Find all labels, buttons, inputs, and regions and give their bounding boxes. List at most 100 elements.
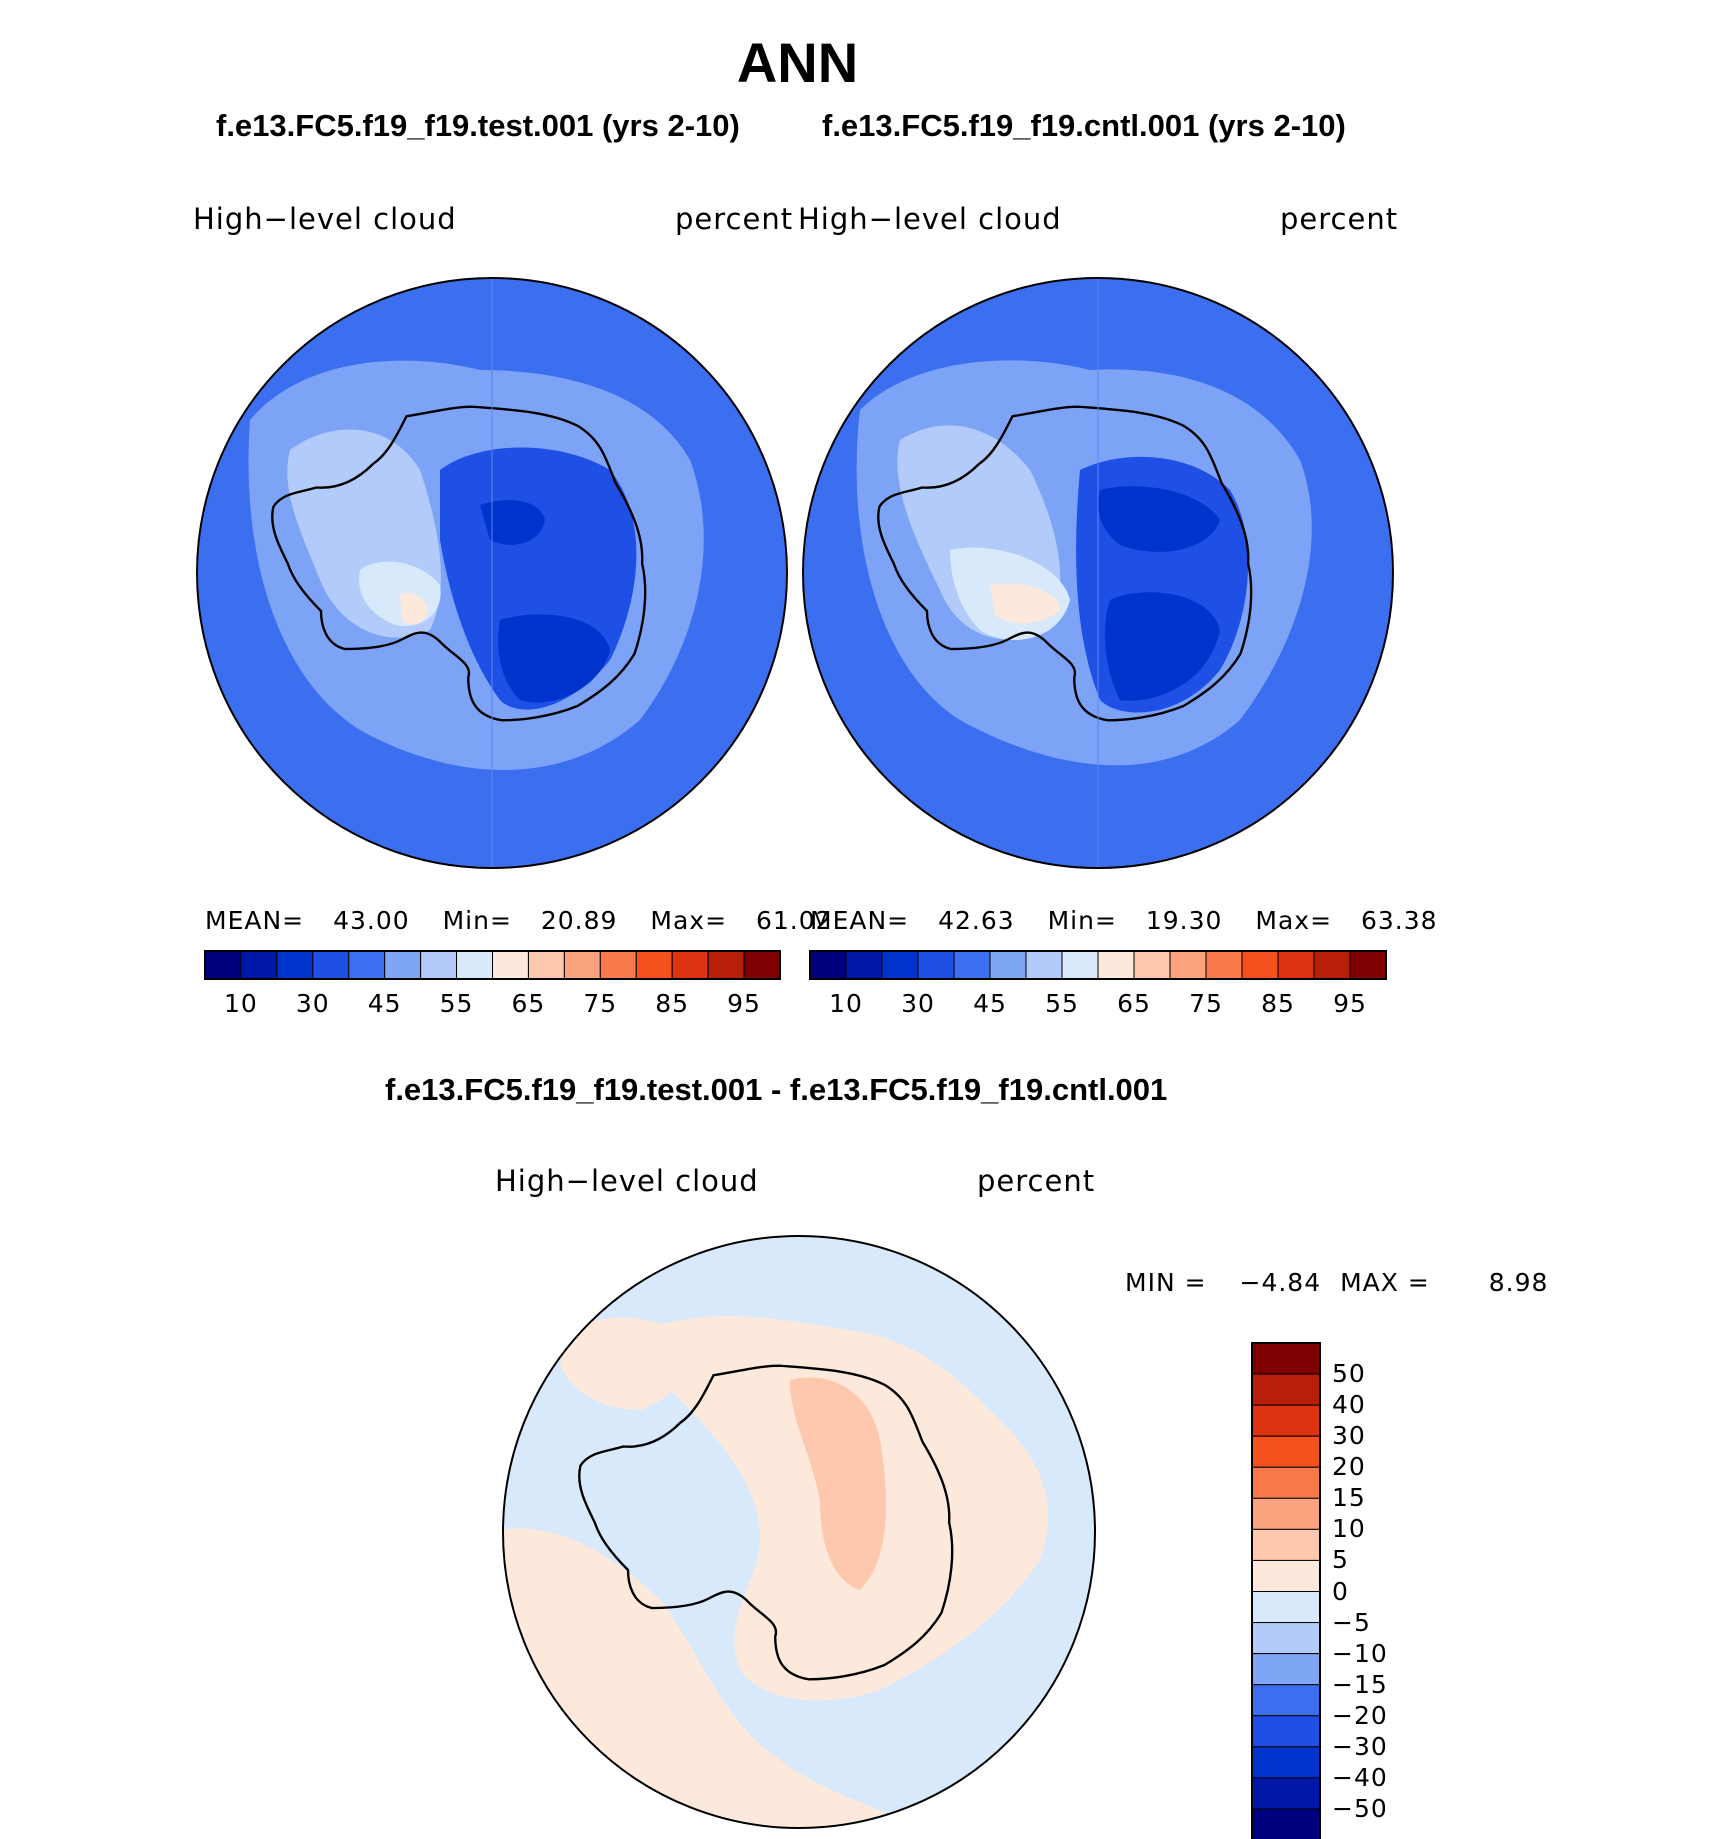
min-value: 20.89 (540, 906, 618, 935)
min-label: Min= (1047, 906, 1117, 935)
mean-label: MEAN= (205, 906, 305, 935)
max-label: Max= (650, 906, 728, 935)
colorbar-swatch (1251, 1777, 1321, 1810)
diff-region-positive-3 (560, 1317, 692, 1410)
colorbar-swatch (563, 950, 601, 980)
colorbar-swatch (707, 950, 745, 980)
colorbar-swatch (1251, 1373, 1321, 1406)
colorbar-swatch (1251, 1684, 1321, 1717)
colorbar-tick-label: 40 (1332, 1390, 1366, 1420)
colorbar-swatch (1251, 1435, 1321, 1468)
cntl-stats: MEAN= 42.63 Min= 19.30 Max= 63.38 (810, 906, 1438, 935)
colorbar-tick-label: −50 (1332, 1793, 1388, 1823)
diff-units-label: percent (977, 1164, 1096, 1198)
diff-variable-label: High−level cloud (495, 1164, 759, 1198)
colorbar-swatch (276, 950, 314, 980)
colorbar-swatch (348, 950, 386, 980)
colorbar-tick-label: 15 (1332, 1483, 1366, 1513)
colorbar-tick-label: −40 (1332, 1762, 1388, 1792)
colorbar-tick-label: 65 (511, 989, 546, 1018)
colorbar-swatch (881, 950, 919, 980)
colorbar-tick-label: 30 (901, 989, 935, 1018)
max-value: 61.02 (756, 906, 833, 935)
colorbar-swatch (743, 950, 781, 980)
colorbar-swatch (527, 950, 565, 980)
colorbar-frame (809, 950, 1387, 980)
diff-map-border (502, 1235, 1096, 1829)
cntl-variable-label: High−level cloud (798, 202, 1062, 236)
test-map (197, 278, 787, 868)
colorbar-swatch (1097, 950, 1135, 980)
colorbar-swatch (635, 950, 673, 980)
colorbar-tick-label: 65 (1117, 989, 1151, 1018)
colorbar-tick-label: 50 (1332, 1359, 1366, 1389)
colorbar-tick-label: 95 (727, 989, 761, 1018)
colorbar-tick-label: −10 (1332, 1638, 1388, 1668)
cntl-units-label: percent (1280, 202, 1399, 236)
colorbar-swatch (1251, 1559, 1321, 1592)
max-value: 8.98 (1488, 1268, 1549, 1297)
colorbar-tick-label: 30 (1332, 1421, 1366, 1451)
colorbar-tick-label: −20 (1332, 1700, 1388, 1730)
colorbar-tick-label: 20 (1332, 1452, 1366, 1482)
test-region-warm (400, 593, 428, 625)
colorbar-tick-label: 75 (1189, 989, 1223, 1018)
colorbar-tick-label: 95 (1333, 989, 1367, 1018)
diff-title: f.e13.FC5.f19_f19.test.001 - f.e13.FC5.f… (385, 1072, 1168, 1107)
colorbar-swatch (204, 950, 242, 980)
min-value: 19.30 (1145, 906, 1223, 935)
colorbar-swatch (1251, 1808, 1321, 1839)
colorbar-swatch (456, 950, 493, 980)
test-region-darker (498, 614, 610, 703)
colorbar-swatch (1025, 950, 1063, 980)
colorbar-swatch (671, 950, 709, 980)
test-map-border (196, 277, 788, 869)
cntl-region-darker-2 (1104, 592, 1220, 701)
colorbar-swatch (845, 950, 883, 980)
cntl-case-title: f.e13.FC5.f19_f19.cntl.001 (yrs 2-10) (822, 108, 1346, 143)
colorbar-swatch (1251, 1715, 1321, 1748)
colorbar-swatch (1169, 950, 1207, 980)
colorbar-swatch (1251, 1342, 1321, 1375)
colorbar-swatch (1251, 1497, 1321, 1530)
colorbar-swatch (492, 950, 529, 980)
colorbar-tick-label: −30 (1332, 1731, 1388, 1761)
colorbar-swatch (1251, 1622, 1321, 1655)
test-region-darker-2 (480, 500, 545, 545)
max-label: MAX = (1340, 1268, 1430, 1297)
colorbar-tick-label: 45 (367, 989, 402, 1018)
colorbar-swatch (1251, 1466, 1321, 1499)
test-stats: MEAN= 43.00 Min= 20.89 Max= 61.02 (205, 906, 833, 935)
colorbar-swatch (1277, 950, 1315, 980)
cntl-region-darker (1098, 486, 1220, 552)
colorbar-tick-label: 45 (973, 989, 1007, 1018)
colorbar-tick-label: 0 (1332, 1576, 1349, 1606)
colorbar-swatch (1061, 950, 1099, 980)
mean-value: 43.00 (333, 906, 410, 935)
colorbar-swatch (420, 950, 458, 980)
test-colorbar (204, 950, 781, 980)
cntl-colorbar (809, 950, 1387, 980)
colorbar-swatch (240, 950, 278, 980)
colorbar-swatch (1251, 1746, 1321, 1779)
colorbar-frame (204, 950, 781, 980)
colorbar-tick-label: 55 (439, 989, 474, 1018)
colorbar-swatch (1313, 950, 1351, 980)
test-units-label: percent (675, 202, 794, 236)
colorbar-swatch (1349, 950, 1387, 980)
colorbar-swatch (917, 950, 955, 980)
diff-colorbar (1251, 1342, 1321, 1839)
diff-region-positive-strong (790, 1377, 886, 1590)
colorbar-tick-label: −15 (1332, 1669, 1388, 1699)
mean-label: MEAN= (810, 906, 910, 935)
colorbar-tick-label: −5 (1332, 1607, 1371, 1637)
min-value: −4.84 (1239, 1268, 1322, 1297)
mean-value: 42.63 (938, 906, 1015, 935)
cntl-map-border (802, 277, 1394, 869)
colorbar-tick-label: 85 (1261, 989, 1295, 1018)
colorbar-swatch (1241, 950, 1279, 980)
colorbar-tick-label: 10 (1332, 1514, 1366, 1544)
colorbar-swatch (1205, 950, 1243, 980)
colorbar-swatch (953, 950, 991, 980)
